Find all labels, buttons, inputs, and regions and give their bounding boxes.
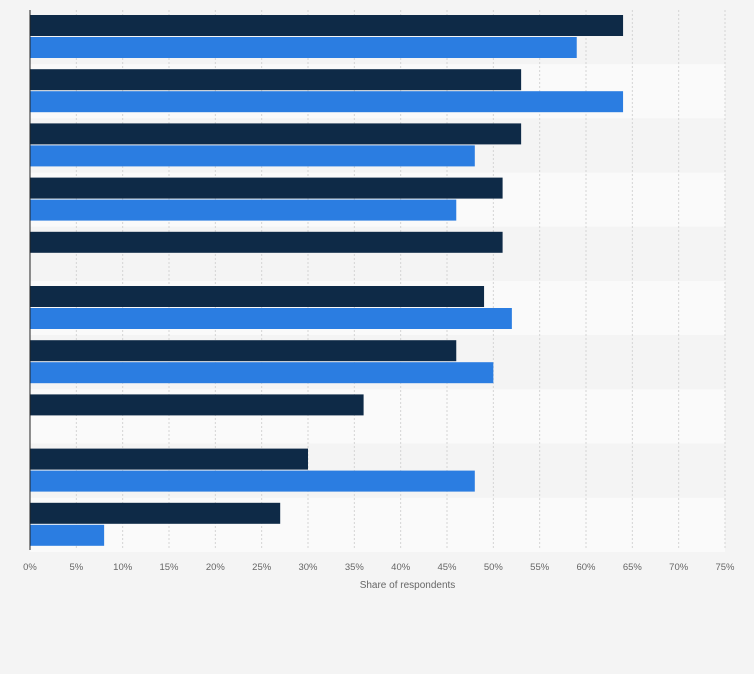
bar [30,199,457,221]
x-tick-label: 70% [669,562,689,573]
bar [30,145,475,167]
bar [30,69,522,91]
bar [30,91,624,113]
x-tick-label: 60% [576,562,596,573]
bar [30,524,105,546]
x-tick-label: 20% [206,562,226,573]
bar [30,502,281,524]
x-axis-label: Share of respondents [360,580,456,591]
x-tick-label: 25% [252,562,272,573]
x-tick-label: 15% [159,562,179,573]
bar [30,231,503,253]
bar [30,15,624,36]
bar [30,394,364,416]
bar [30,123,522,145]
x-tick-label: 50% [484,562,504,573]
bar [30,362,494,384]
bar [30,340,457,362]
x-tick-labels: 0% 5% 10% 15% 20% 25% 30% 35% 40% 45% 50% 55% 60% 65%… [23,562,735,573]
x-tick-label: 65% [623,562,643,573]
x-tick-label: 10% [113,562,133,573]
x-tick-label: 75% [715,562,735,573]
bar [30,448,308,470]
bar [30,308,512,329]
x-tick-label: 45% [437,562,457,573]
bar [30,37,577,58]
bars [30,15,624,546]
x-tick-label: 5% [69,562,83,573]
x-tick-label: 30% [298,562,318,573]
bar [30,470,475,492]
bar [30,177,503,199]
bar [30,286,485,307]
x-tick-label: 40% [391,562,411,573]
x-tick-label: 55% [530,562,550,573]
x-tick-label: 35% [345,562,365,573]
x-tick-label: 0% [23,562,37,573]
